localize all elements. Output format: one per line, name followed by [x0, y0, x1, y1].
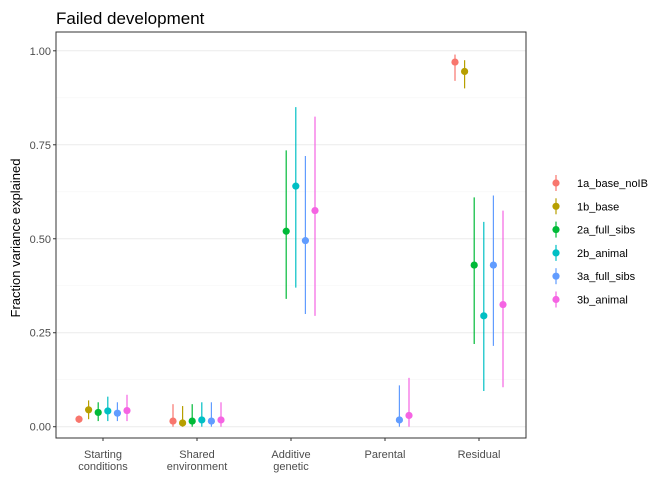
- data-point: [292, 182, 300, 190]
- data-point: [480, 312, 488, 320]
- y-axis: 0.00 0.25 0.50 0.75 1.00: [30, 46, 56, 434]
- legend-key-point: [552, 226, 560, 234]
- x-tick-label: Starting: [84, 449, 122, 461]
- legend-label: 2b_animal: [577, 248, 628, 260]
- legend-key-point: [552, 202, 560, 210]
- x-tick-label: Shared: [179, 449, 214, 461]
- x-tick-label: Parental: [365, 449, 406, 461]
- data-point: [405, 411, 413, 420]
- data-point: [470, 261, 478, 269]
- data-point: [75, 415, 83, 423]
- x-tick-label: Additive: [271, 449, 310, 461]
- data-point: [113, 409, 121, 417]
- data-point: [217, 416, 225, 424]
- data-point: [451, 58, 459, 66]
- y-tick-label: 0.75: [30, 140, 51, 152]
- plot-panel-border: [55, 31, 527, 439]
- y-axis-title: Fraction variance explained: [8, 159, 23, 318]
- data-point: [169, 417, 177, 425]
- gridlines: [56, 50, 526, 428]
- y-tick-label: 0.25: [30, 328, 51, 340]
- data-point: [94, 408, 102, 417]
- legend-label: 2a_full_sibs: [577, 225, 636, 237]
- plot-marks: [75, 54, 507, 427]
- x-tick-label: conditions: [78, 461, 128, 473]
- data-point: [282, 227, 290, 235]
- legend-key-point: [552, 179, 560, 187]
- data-point: [301, 237, 309, 245]
- x-tick-label: environment: [167, 461, 228, 473]
- legend-key-point: [552, 295, 560, 304]
- data-point: [395, 416, 403, 424]
- data-point: [188, 417, 196, 425]
- data-point: [499, 300, 507, 309]
- legend-label: 3a_full_sibs: [577, 271, 636, 283]
- y-tick-label: 1.00: [30, 46, 51, 58]
- data-point: [489, 261, 497, 269]
- legend: 1a_base_noIB 1b_base 2a_full_sibs 2b_animal…: [552, 175, 648, 308]
- y-tick-label: 0.50: [30, 234, 51, 246]
- data-point: [311, 206, 319, 215]
- x-tick-label: Residual: [458, 449, 501, 461]
- y-tick-label: 0.00: [30, 422, 51, 434]
- x-tick-label: genetic: [273, 461, 309, 473]
- chart-title: Failed development: [56, 9, 205, 28]
- legend-key-point: [552, 249, 560, 257]
- data-point: [207, 417, 215, 425]
- data-point: [123, 406, 131, 415]
- legend-label: 1b_base: [577, 201, 619, 213]
- legend-key-point: [552, 272, 560, 280]
- legend-label: 3b_animal: [577, 295, 628, 307]
- data-point: [104, 407, 112, 415]
- data-point: [85, 406, 93, 414]
- data-point: [461, 67, 469, 76]
- data-point: [179, 419, 187, 427]
- data-point: [198, 416, 206, 424]
- legend-label: 1a_base_noIB: [577, 178, 648, 190]
